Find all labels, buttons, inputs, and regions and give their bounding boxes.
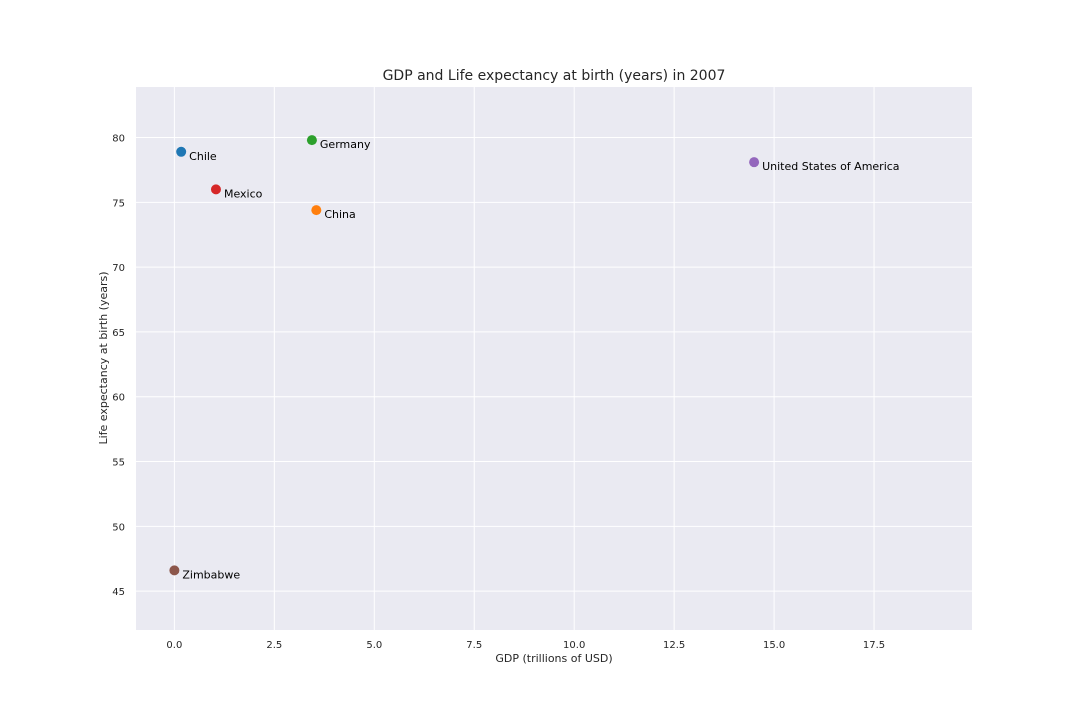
data-point bbox=[306, 135, 317, 146]
grid-lines bbox=[136, 87, 972, 630]
y-axis-label: Life expectancy at birth (years) bbox=[97, 271, 110, 444]
x-tick-label: 2.5 bbox=[266, 640, 282, 651]
data-point-label: Zimbabwe bbox=[182, 568, 240, 581]
data-point bbox=[311, 205, 322, 216]
x-axis-label: GDP (trillions of USD) bbox=[495, 652, 612, 665]
y-axis-ticks: 45 50 55 60 65 70 75 80 bbox=[112, 134, 125, 599]
x-tick-label: 12.5 bbox=[663, 640, 685, 651]
x-tick-label: 15.0 bbox=[763, 640, 785, 651]
y-tick-label: 80 bbox=[112, 134, 125, 145]
data-point bbox=[169, 565, 180, 576]
data-point-label: Mexico bbox=[224, 187, 263, 200]
data-point bbox=[210, 184, 221, 195]
data-points: Chile China Germany Mexico United States of … bbox=[169, 135, 900, 581]
x-tick-label: 17.5 bbox=[863, 640, 885, 651]
x-tick-label: 5.0 bbox=[366, 640, 382, 651]
data-point-label: Germany bbox=[320, 138, 371, 151]
y-tick-label: 45 bbox=[112, 587, 125, 598]
y-tick-label: 60 bbox=[112, 393, 125, 404]
y-tick-label: 75 bbox=[112, 198, 125, 209]
x-tick-label: 10.0 bbox=[563, 640, 585, 651]
data-point-label: Chile bbox=[189, 150, 217, 163]
data-point bbox=[176, 146, 187, 157]
data-point-label: China bbox=[324, 208, 355, 221]
x-axis-ticks: 0.0 2.5 5.0 7.5 10.0 12.5 15.0 17.5 bbox=[166, 640, 885, 651]
x-tick-label: 7.5 bbox=[466, 640, 482, 651]
data-point-label: United States of America bbox=[762, 160, 899, 173]
y-tick-label: 50 bbox=[112, 522, 125, 533]
y-tick-label: 55 bbox=[112, 458, 125, 469]
plot-area bbox=[136, 87, 972, 630]
data-point bbox=[749, 157, 760, 168]
y-tick-label: 65 bbox=[112, 328, 125, 339]
chart-title: GDP and Life expectancy at birth (years)… bbox=[383, 68, 726, 84]
x-tick-label: 0.0 bbox=[166, 640, 182, 651]
y-tick-label: 70 bbox=[112, 263, 125, 274]
